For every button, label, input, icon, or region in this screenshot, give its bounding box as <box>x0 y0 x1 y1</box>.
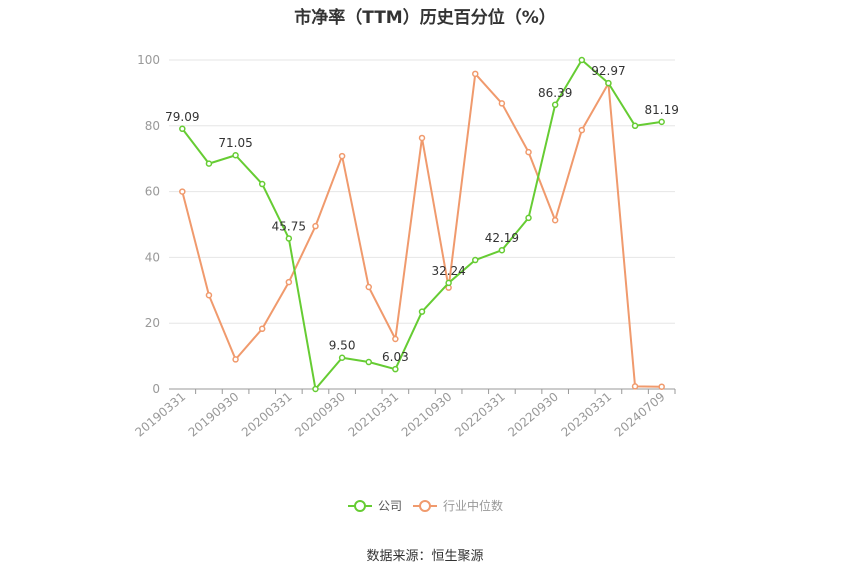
legend-marker <box>419 500 431 512</box>
company-point <box>658 118 665 126</box>
data-label: 79.09 <box>165 110 199 124</box>
company-point <box>179 125 186 133</box>
legend-item-industry-median: 行业中位数 <box>413 498 503 513</box>
company-point <box>525 214 532 222</box>
gridlines <box>169 59 675 324</box>
industry-median-point <box>365 283 372 291</box>
data-label: 9.50 <box>329 339 356 353</box>
x-tick-label: 20240709 <box>612 390 668 440</box>
x-tick-label: 20210930 <box>399 390 455 440</box>
legend-label: 行业中位数 <box>443 498 503 513</box>
data-label: 42.19 <box>485 231 519 245</box>
company-point <box>365 358 372 366</box>
x-tick-label: 20220331 <box>452 390 508 440</box>
company-point <box>472 256 479 264</box>
x-tick-label: 20200331 <box>239 390 295 440</box>
y-tick-label: 20 <box>145 316 160 330</box>
company-point <box>578 56 586 64</box>
data-label: 81.19 <box>645 103 679 117</box>
data-label: 86.39 <box>538 86 572 100</box>
x-tick-label: 20220930 <box>505 390 561 440</box>
x-tick-label: 20230331 <box>559 390 615 440</box>
data-label: 6.03 <box>382 350 409 364</box>
company-point <box>551 101 559 109</box>
series-layer <box>179 56 665 393</box>
y-tick-label: 100 <box>137 53 160 67</box>
industry-median-point <box>472 70 479 78</box>
company-point <box>392 365 399 373</box>
chart-title: 市净率（TTM）历史百分位（%） <box>294 8 556 28</box>
company-point <box>605 79 612 87</box>
company-point <box>312 385 319 393</box>
company-point <box>285 235 293 242</box>
industry-median-point <box>631 383 639 390</box>
x-tick-label: 20190930 <box>186 390 242 440</box>
industry-median-point <box>312 222 319 230</box>
industry-median-point <box>525 148 532 156</box>
company-point <box>445 279 452 287</box>
x-tick-label: 20190331 <box>132 390 188 440</box>
company-point <box>418 308 426 315</box>
industry-median-point <box>392 335 399 343</box>
industry-median-point <box>578 126 586 134</box>
industry-median-point <box>258 325 266 333</box>
industry-median-point <box>551 216 559 224</box>
company-point <box>205 160 213 167</box>
industry-median-point <box>285 278 293 286</box>
y-tick-label: 0 <box>152 382 160 396</box>
legend-label: 公司 <box>378 499 402 513</box>
data-label: 45.75 <box>272 219 306 233</box>
y-tick-label: 40 <box>145 250 160 264</box>
industry-median-point <box>658 383 665 390</box>
industry-median-point <box>418 134 426 142</box>
industry-median-point <box>338 152 346 160</box>
company-point <box>631 122 639 130</box>
legend-item-company: 公司 <box>348 499 402 513</box>
data-source: 数据来源：恒生聚源 <box>366 549 484 564</box>
company-point <box>232 151 239 159</box>
data-label: 32.24 <box>431 264 465 278</box>
legend-marker <box>354 500 366 512</box>
legend: 公司 行业中位数 <box>348 498 503 513</box>
company-line <box>181 59 662 390</box>
data-labels: 79.09 71.05 45.75 9.50 6.03 32.24 42.19 86.39 92… <box>165 64 679 364</box>
data-label: 92.97 <box>591 64 625 78</box>
industry-median-point <box>498 100 506 107</box>
y-tick-label: 60 <box>145 185 160 199</box>
company-point <box>338 354 346 361</box>
industry-median-point <box>205 291 213 299</box>
y-tick-label: 80 <box>145 119 160 133</box>
industry-median-point <box>179 188 186 195</box>
data-label: 71.05 <box>218 136 252 150</box>
industry-median-line <box>181 72 662 388</box>
x-tick-label: 20210331 <box>346 390 402 440</box>
industry-median-point <box>232 356 239 363</box>
company-point <box>498 246 506 254</box>
x-tick-label: 20200930 <box>292 390 348 440</box>
company-point <box>258 180 266 188</box>
